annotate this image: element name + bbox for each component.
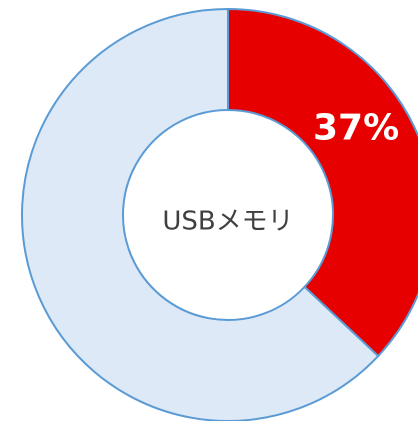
center-label: USBメモリ xyxy=(162,207,293,237)
slices xyxy=(21,7,418,421)
slice xyxy=(227,7,418,358)
slice xyxy=(21,7,380,421)
value-label: 37% xyxy=(313,107,399,148)
